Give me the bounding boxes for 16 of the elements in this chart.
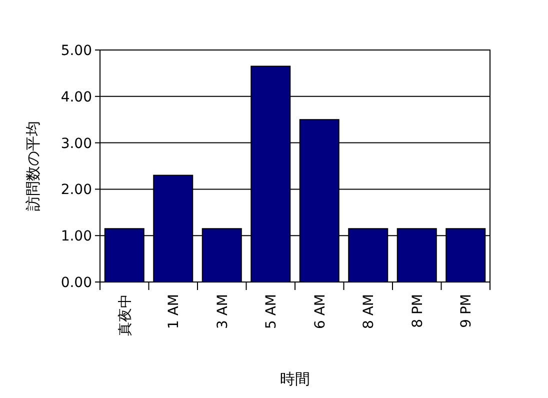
x-tick-label: 3 AM (214, 294, 231, 330)
x-tick-label: 5 AM (264, 294, 280, 330)
x-tick-label: 9 PM (458, 294, 475, 328)
x-tick-label: 1 AM (166, 294, 182, 330)
y-tick-label: 4.00 (60, 89, 92, 106)
y-tick-label: 1.00 (60, 228, 92, 245)
x-tick-label: 真夜中 (117, 294, 134, 336)
x-axis-title: 時間 (280, 370, 310, 388)
x-tick-label: 8 PM (410, 294, 426, 328)
y-tick-label: 2.00 (60, 182, 92, 198)
x-tick-label: 8 AM (361, 294, 378, 330)
y-tick-label: 5.00 (60, 43, 92, 59)
y-tick-label: 0.00 (60, 275, 92, 291)
x-tick-label: 6 AM (312, 294, 328, 330)
y-tick-label: 3.00 (60, 136, 92, 152)
y-axis-title: 訪問数の平均 (24, 121, 42, 211)
